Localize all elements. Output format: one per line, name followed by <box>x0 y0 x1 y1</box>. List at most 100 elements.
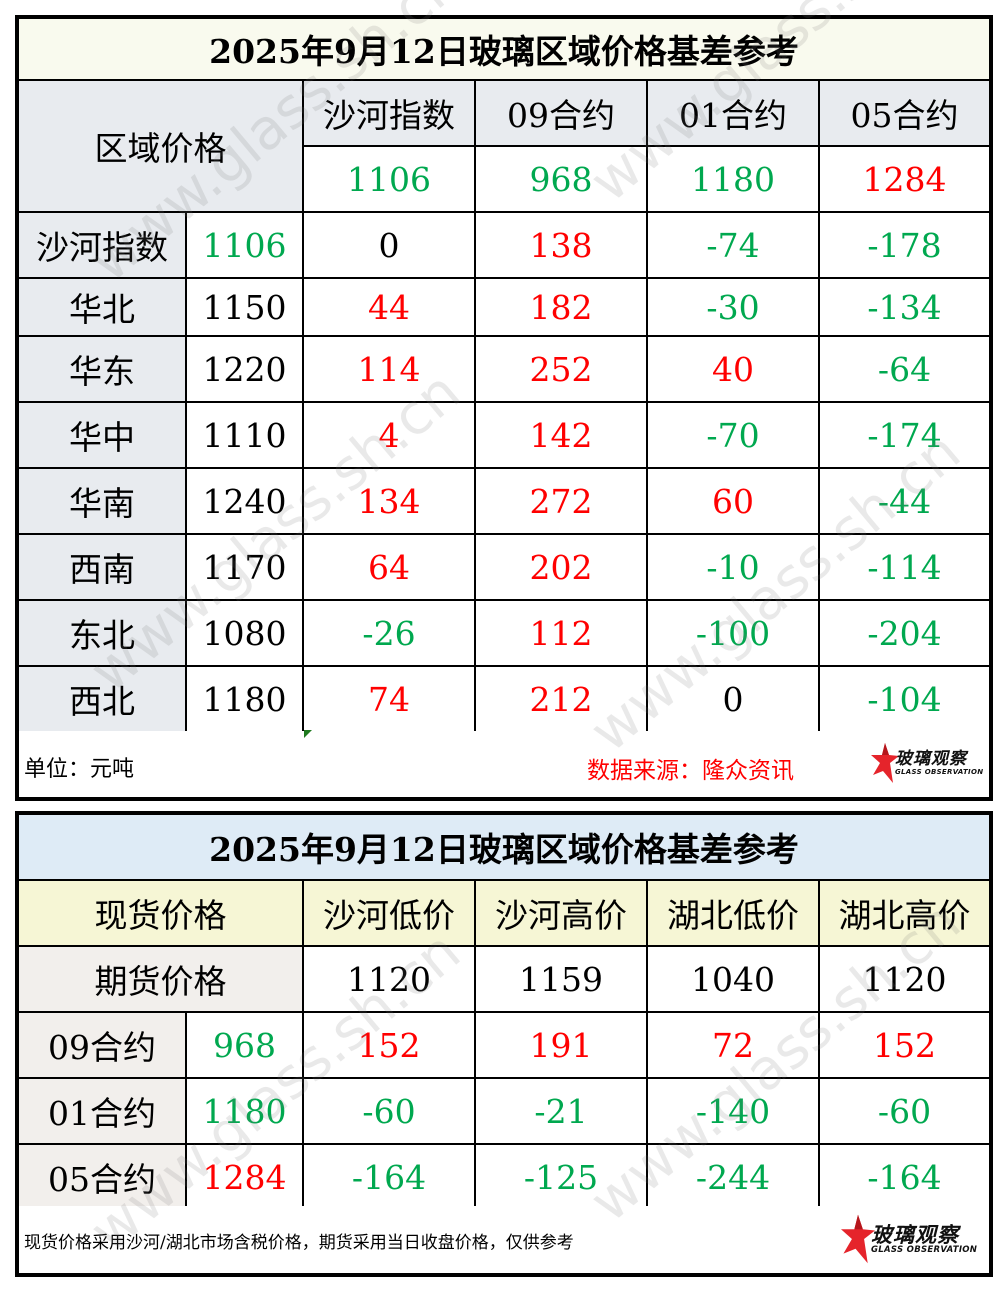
logo-en-text: GLASS OBSERVATION <box>895 768 984 776</box>
column-reference-price: 1106 <box>304 147 476 213</box>
region-price-header: 区域价格 <box>19 81 304 213</box>
column-header: 05合约 <box>820 81 989 147</box>
spot-price-value: 1120 <box>304 947 476 1013</box>
region-name: 西南 <box>19 535 187 601</box>
basis-value: 202 <box>476 535 648 601</box>
basis-value: 182 <box>476 279 648 337</box>
column-reference-price: 968 <box>476 147 648 213</box>
source-note: 数据来源：隆众资讯 <box>587 758 794 784</box>
spot-futures-basis-table: 2025年9月12日玻璃区域价格基差参考 现货价格 期货价格 沙河低价 1120 沙河高价… <box>15 811 993 1277</box>
region-name: 华北 <box>19 279 187 337</box>
table1-title: 2025年9月12日玻璃区域价格基差参考 <box>19 19 989 81</box>
region-price: 1220 <box>187 337 304 403</box>
basis-value: -60 <box>820 1079 989 1145</box>
red-star-logo-icon <box>871 743 899 783</box>
region-price: 1106 <box>187 213 304 279</box>
table1-footer: 单位：元吨 数据来源：隆众资讯 玻璃观察 GLASS OBSERVATION <box>19 730 989 797</box>
basis-value: 0 <box>304 213 476 279</box>
basis-value: 64 <box>304 535 476 601</box>
basis-value: -140 <box>648 1079 820 1145</box>
region-name: 华南 <box>19 469 187 535</box>
glass-observation-logo: 玻璃观察 GLASS OBSERVATION <box>871 743 983 783</box>
table2-footer: 现货价格采用沙河/湖北市场含税价格，期货采用当日收盘价格，仅供参考 玻璃观察 G… <box>19 1206 989 1273</box>
basis-value: 191 <box>476 1013 648 1079</box>
basis-value: -74 <box>648 213 820 279</box>
logo-cn-text: 玻璃观察 <box>871 1223 959 1247</box>
glass-observation-logo-2: 玻璃观察 GLASS OBSERVATION <box>841 1214 977 1264</box>
basis-value: -21 <box>476 1079 648 1145</box>
basis-value: -30 <box>648 279 820 337</box>
region-name: 沙河指数 <box>19 213 187 279</box>
basis-value: -174 <box>820 403 989 469</box>
unit-note: 单位：元吨 <box>24 757 135 782</box>
basis-value: 112 <box>476 601 648 667</box>
basis-value: -125 <box>476 1145 648 1211</box>
logo-cn-text: 玻璃观察 <box>895 749 967 769</box>
contract-name: 09合约 <box>19 1013 187 1079</box>
basis-value: 252 <box>476 337 648 403</box>
basis-value: -60 <box>304 1079 476 1145</box>
basis-value: 152 <box>304 1013 476 1079</box>
futures-price-header: 期货价格 <box>19 947 304 1013</box>
region-price: 1150 <box>187 279 304 337</box>
basis-value: 134 <box>304 469 476 535</box>
basis-value: -204 <box>820 601 989 667</box>
basis-value: -10 <box>648 535 820 601</box>
footnote: 现货价格采用沙河/湖北市场含税价格，期货采用当日收盘价格，仅供参考 <box>24 1233 574 1253</box>
basis-value: -64 <box>820 337 989 403</box>
basis-value: -70 <box>648 403 820 469</box>
region-name: 东北 <box>19 601 187 667</box>
contract-name: 01合约 <box>19 1079 187 1145</box>
basis-value: -178 <box>820 213 989 279</box>
basis-value: -164 <box>820 1145 989 1211</box>
region-price: 1110 <box>187 403 304 469</box>
spot-price-value: 1159 <box>476 947 648 1013</box>
basis-value: -114 <box>820 535 989 601</box>
table2-title: 2025年9月12日玻璃区域价格基差参考 <box>19 815 989 881</box>
basis-value: 60 <box>648 469 820 535</box>
basis-value: -244 <box>648 1145 820 1211</box>
spot-price-header: 现货价格 <box>19 881 304 947</box>
logo-en-text: GLASS OBSERVATION <box>871 1245 978 1255</box>
region-name: 华东 <box>19 337 187 403</box>
spot-price-value: 1120 <box>820 947 989 1013</box>
basis-value: 72 <box>648 1013 820 1079</box>
basis-value: -134 <box>820 279 989 337</box>
basis-value: 114 <box>304 337 476 403</box>
basis-value: -104 <box>820 667 989 733</box>
basis-value: -164 <box>304 1145 476 1211</box>
basis-value: -100 <box>648 601 820 667</box>
basis-value: -26 <box>304 601 476 667</box>
region-price: 1080 <box>187 601 304 667</box>
spot-column-header: 沙河低价 <box>304 881 476 947</box>
region-name: 华中 <box>19 403 187 469</box>
spot-column-header: 沙河高价 <box>476 881 648 947</box>
region-name: 西北 <box>19 667 187 733</box>
regional-basis-table: 2025年9月12日玻璃区域价格基差参考 区域价格 沙河指数 1106 09合约 968 0… <box>15 15 993 801</box>
basis-value: 272 <box>476 469 648 535</box>
spot-column-header: 湖北高价 <box>820 881 989 947</box>
column-reference-price: 1180 <box>648 147 820 213</box>
basis-value: 142 <box>476 403 648 469</box>
basis-value: 4 <box>304 403 476 469</box>
spot-column-header: 湖北低价 <box>648 881 820 947</box>
basis-value: 152 <box>820 1013 989 1079</box>
basis-value: 212 <box>476 667 648 733</box>
region-price: 1170 <box>187 535 304 601</box>
red-star-logo-icon <box>841 1214 875 1264</box>
region-price: 1240 <box>187 469 304 535</box>
basis-value: 0 <box>648 667 820 733</box>
contract-name: 05合约 <box>19 1145 187 1211</box>
column-header: 01合约 <box>648 81 820 147</box>
basis-value: 40 <box>648 337 820 403</box>
region-price: 1180 <box>187 667 304 733</box>
column-header: 沙河指数 <box>304 81 476 147</box>
column-header: 09合约 <box>476 81 648 147</box>
contract-price: 1284 <box>187 1145 304 1211</box>
basis-value: 138 <box>476 213 648 279</box>
basis-value: 44 <box>304 279 476 337</box>
cell-comment-marker-icon <box>304 730 312 738</box>
contract-price: 1180 <box>187 1079 304 1145</box>
column-reference-price: 1284 <box>820 147 989 213</box>
contract-price: 968 <box>187 1013 304 1079</box>
